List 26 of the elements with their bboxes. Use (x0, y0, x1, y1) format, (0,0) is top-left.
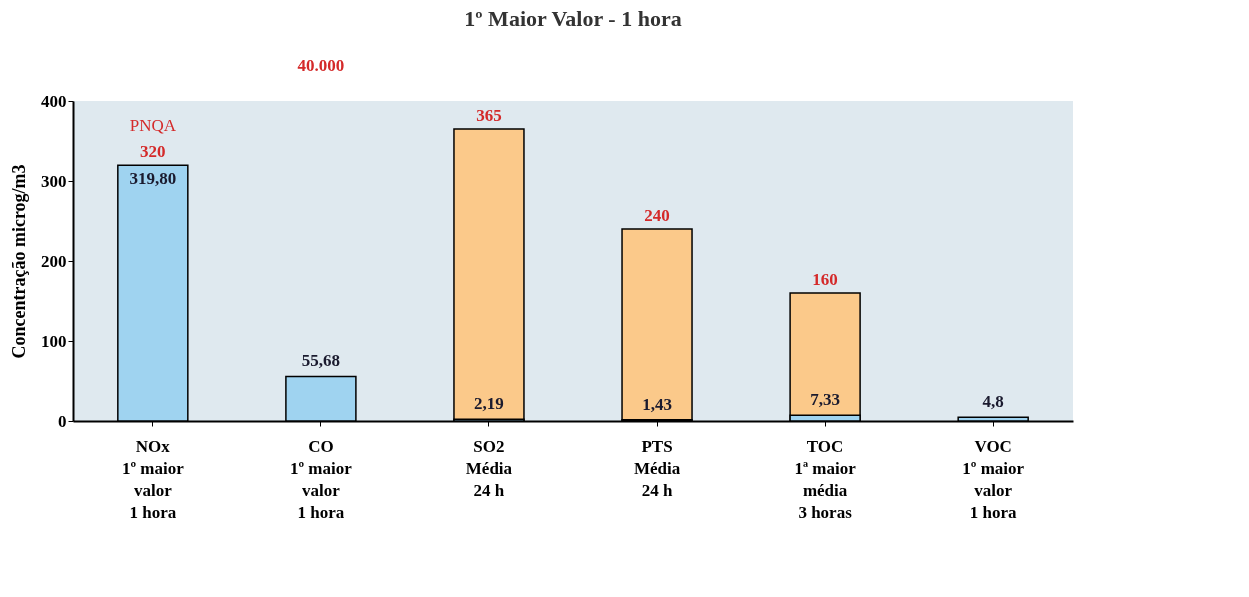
data-label: 365 (476, 106, 502, 125)
annotation: PNQA (129, 116, 177, 135)
x-tick-label: CO 1º maior valor 1 hora (290, 436, 353, 522)
y-tick-label: 0 (58, 411, 67, 431)
x-tick-label: NOx 1º maior valor 1 hora (121, 436, 185, 522)
data-label: 4,8 (982, 392, 1004, 412)
bar (621, 228, 693, 422)
data-label: 240 (644, 206, 670, 225)
y-tick-label: 100 (41, 331, 67, 351)
x-tick-label: PTS Média 24 h (633, 436, 681, 500)
data-label: 160 (812, 270, 838, 289)
data-label: 55,68 (301, 351, 341, 371)
x-tick-label: VOC 1º maior valor 1 hora (962, 436, 1025, 522)
chart-title: 1º Maior Valor - 1 hora (464, 6, 682, 31)
data-label: 1,43 (642, 394, 672, 414)
y-axis-title: Concentração microg/m3 (9, 164, 29, 359)
y-tick-label: 300 (41, 171, 67, 191)
data-label: 2,19 (474, 394, 504, 414)
x-tick-label: SO2 Média 24 h (465, 436, 513, 500)
y-tick-label: 400 (41, 91, 67, 111)
data-label: 7,33 (810, 390, 840, 410)
text: 40.000 (297, 56, 345, 75)
y-tick-label: 200 (41, 251, 67, 271)
x-tick-label: TOC 1ª maior média 3 horas (794, 436, 857, 522)
data-label: 319,80 (129, 169, 177, 189)
annotation: 320 (140, 142, 166, 161)
